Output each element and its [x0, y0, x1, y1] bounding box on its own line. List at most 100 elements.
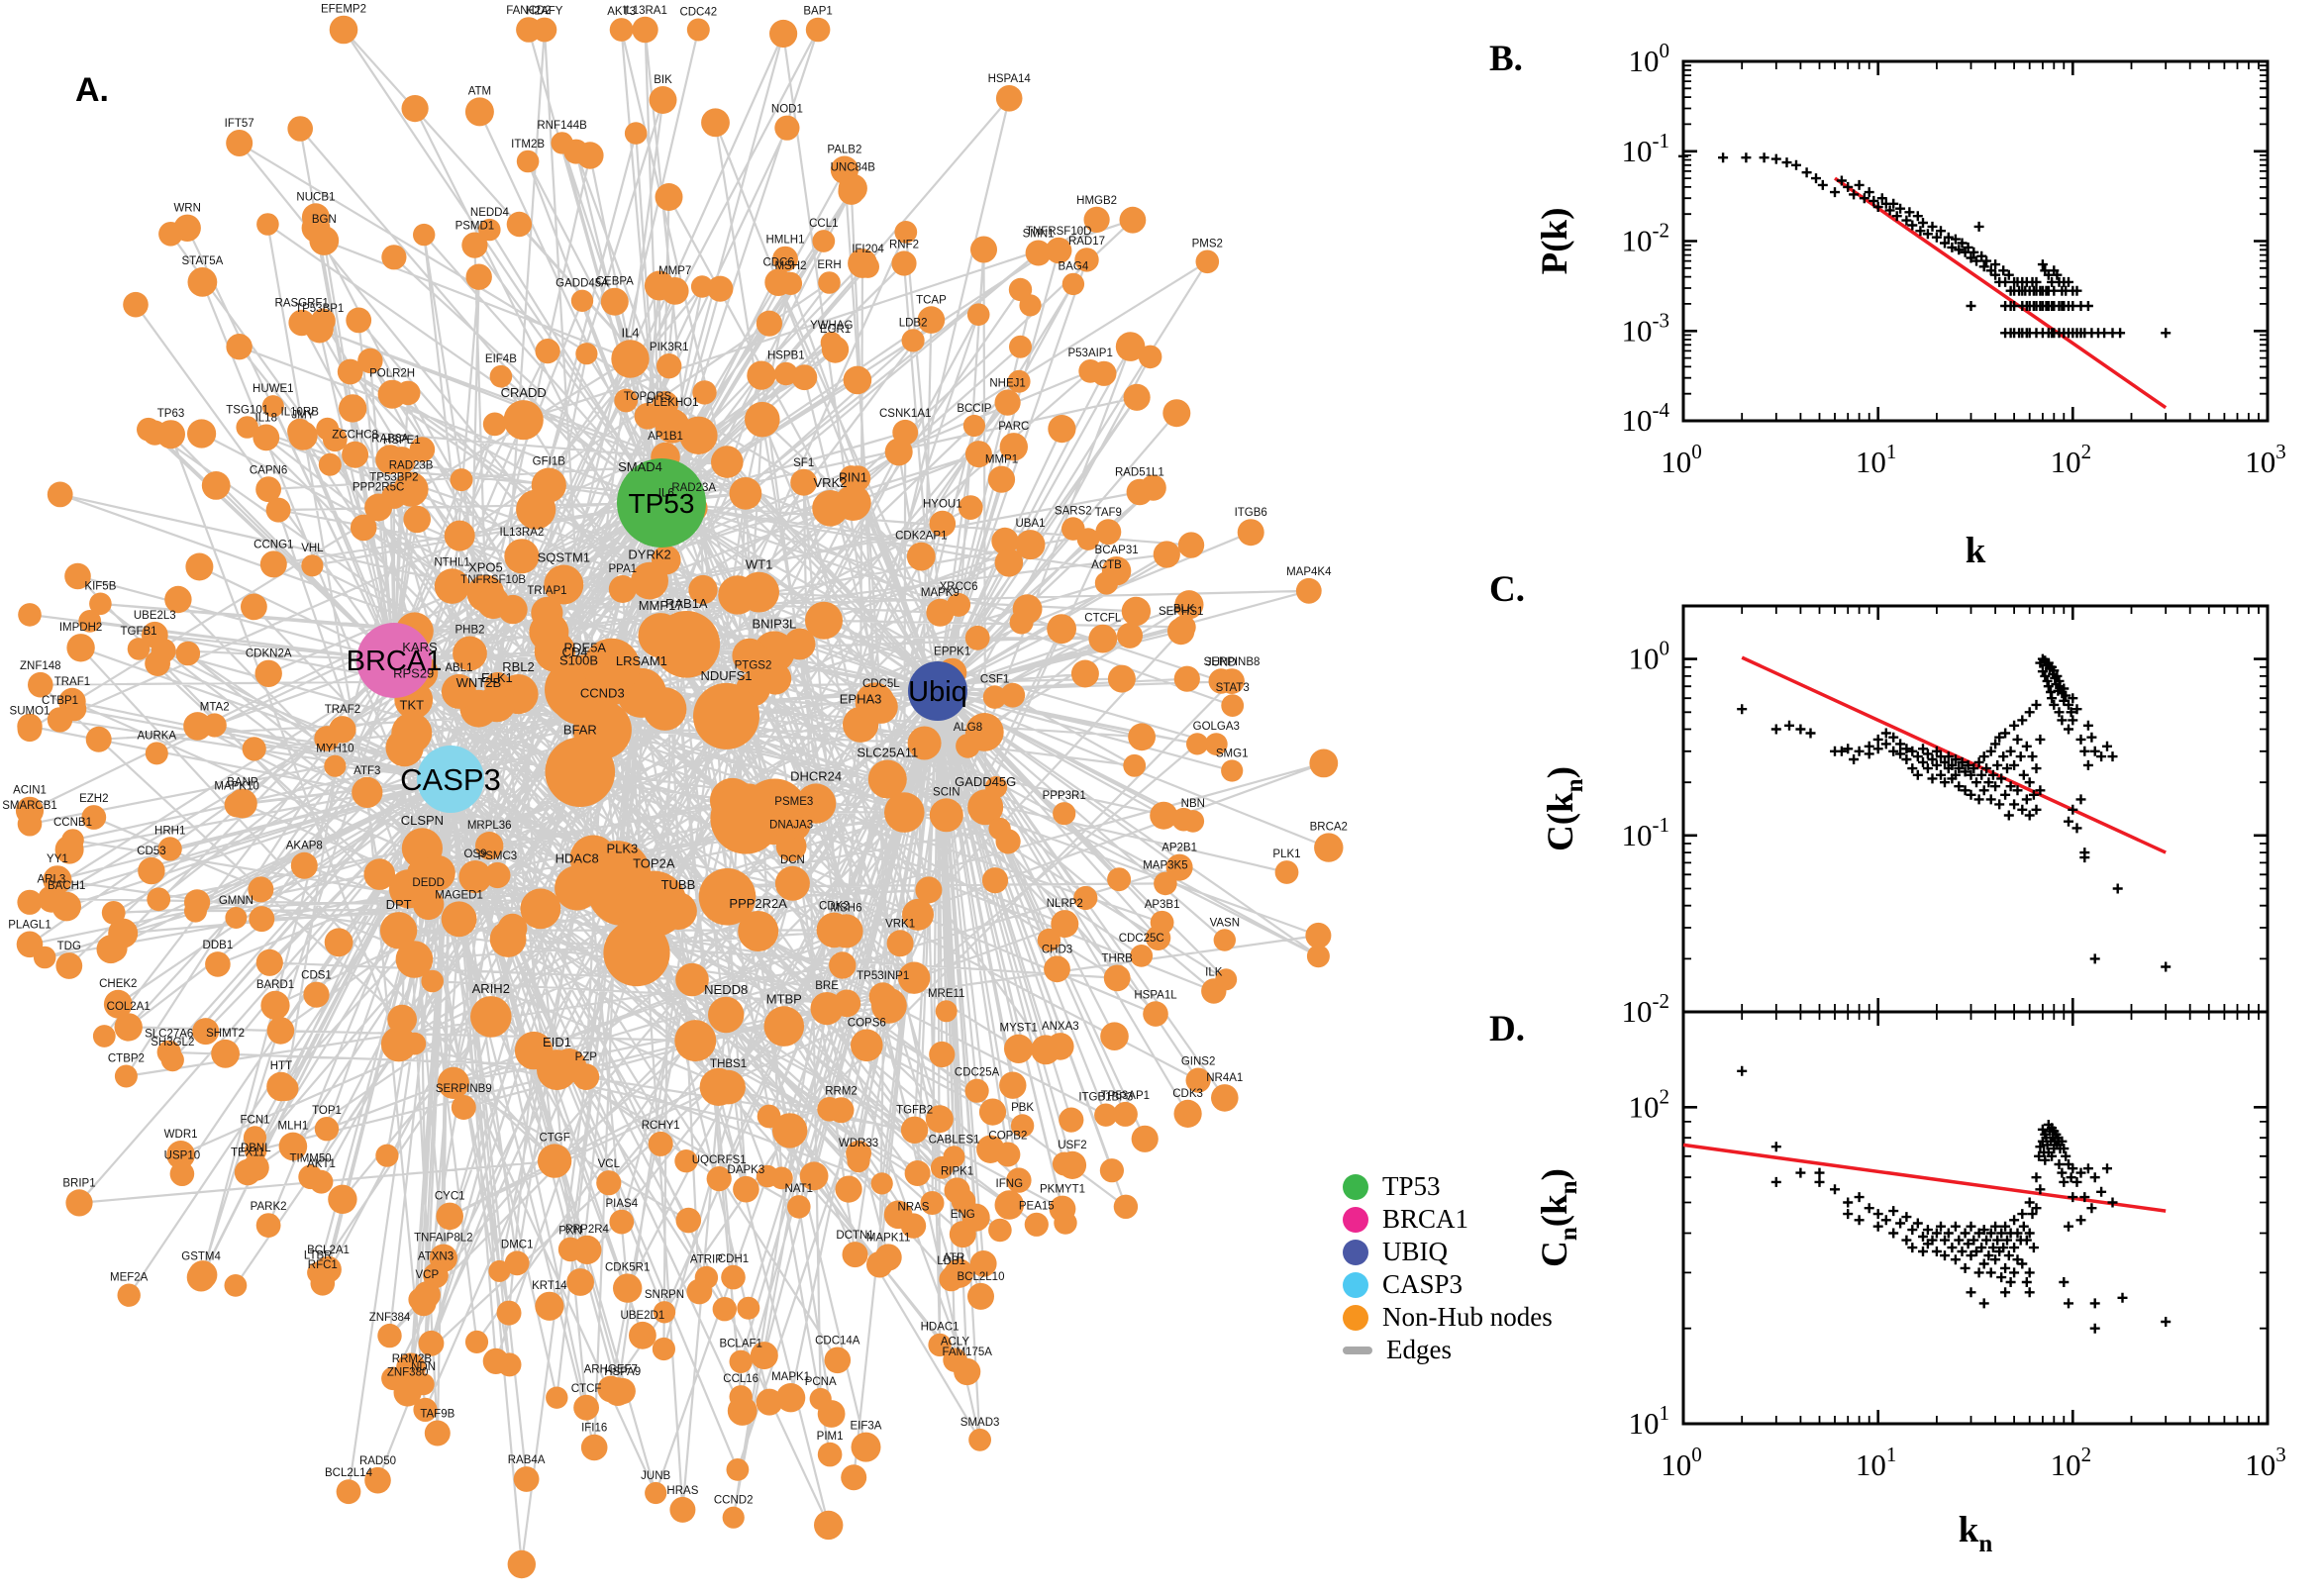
svg-text:ANXA3: ANXA3: [1042, 1021, 1079, 1033]
svg-text:UNC84B: UNC84B: [831, 162, 876, 174]
svg-text:PLAGL1: PLAGL1: [8, 920, 50, 932]
svg-text:HMGB2: HMGB2: [1076, 195, 1117, 207]
svg-text:TP53BP1: TP53BP1: [295, 303, 344, 315]
svg-text:PIM1: PIM1: [817, 1431, 844, 1443]
svg-text:WRN: WRN: [173, 203, 200, 215]
svg-text:CLSPN: CLSPN: [401, 813, 444, 828]
svg-text:NRAS: NRAS: [898, 1201, 930, 1213]
svg-text:TOP1: TOP1: [312, 1105, 342, 1117]
svg-text:CTBP2: CTBP2: [108, 1053, 145, 1065]
svg-text:100: 100: [1629, 39, 1670, 78]
svg-text:102: 102: [1629, 1084, 1670, 1124]
svg-text:CEBPA: CEBPA: [596, 276, 634, 288]
svg-text:ACIN1: ACIN1: [13, 785, 47, 797]
svg-text:RASGRF1: RASGRF1: [275, 298, 329, 310]
svg-text:CDK2: CDK2: [819, 901, 850, 913]
svg-text:10-3: 10-3: [1622, 308, 1670, 348]
hub-label-tp53: TP53: [629, 488, 695, 519]
svg-text:KRT14: KRT14: [532, 1280, 567, 1292]
svg-text:JMY: JMY: [292, 409, 315, 421]
svg-text:KIF5B: KIF5B: [84, 581, 116, 593]
svg-text:TIMM50: TIMM50: [290, 1153, 332, 1165]
svg-text:ARHGEF7: ARHGEF7: [584, 1364, 638, 1376]
svg-text:TAF9: TAF9: [1095, 507, 1122, 519]
svg-text:SUMO1: SUMO1: [10, 705, 50, 717]
svg-text:IFI16: IFI16: [581, 1423, 607, 1435]
svg-text:PLEKHO1: PLEKHO1: [646, 397, 698, 409]
svg-text:CDC5L: CDC5L: [862, 678, 900, 690]
svg-text:BRCA2: BRCA2: [1310, 821, 1348, 833]
svg-text:COL2A1: COL2A1: [107, 1001, 151, 1013]
svg-text:STAT3: STAT3: [1216, 682, 1250, 694]
svg-text:JUND: JUND: [1206, 656, 1237, 668]
svg-text:SF1: SF1: [793, 457, 814, 469]
panel-d-label: D.: [1489, 1009, 1525, 1049]
svg-text:IL4: IL4: [621, 325, 639, 340]
svg-text:PSMC3: PSMC3: [478, 850, 518, 862]
legend-label-ubiq: UBIQ: [1382, 1237, 1448, 1266]
svg-text:PIAS4: PIAS4: [605, 1198, 638, 1210]
svg-text:CABLES1: CABLES1: [929, 1134, 980, 1146]
svg-text:TNFRSF10B: TNFRSF10B: [460, 574, 526, 586]
svg-text:DHCR24: DHCR24: [790, 768, 842, 783]
svg-text:IL18: IL18: [255, 413, 277, 425]
svg-text:CDK2AP1: CDK2AP1: [895, 531, 947, 543]
svg-text:10-4: 10-4: [1622, 398, 1670, 438]
svg-text:TGFB1: TGFB1: [120, 626, 156, 638]
svg-text:MTA2: MTA2: [200, 701, 230, 713]
svg-text:SMN1: SMN1: [1023, 229, 1055, 241]
svg-text:PMS2: PMS2: [1192, 238, 1223, 249]
svg-text:MMP17: MMP17: [639, 598, 683, 613]
svg-text:ZCCHC8: ZCCHC8: [332, 430, 378, 442]
svg-text:VHL: VHL: [301, 543, 324, 554]
svg-text:NUCB1: NUCB1: [296, 191, 335, 203]
svg-text:TSG101: TSG101: [226, 404, 268, 416]
svg-text:GSTM4: GSTM4: [181, 1251, 221, 1263]
svg-text:HSPA9: HSPA9: [604, 1366, 641, 1378]
svg-text:MAPK9: MAPK9: [921, 587, 960, 599]
svg-text:EIF3A: EIF3A: [851, 1421, 882, 1433]
svg-text:MTBP: MTBP: [766, 991, 802, 1006]
hub-label-ubiq: Ubiq: [908, 676, 967, 708]
svg-text:CSNK1A1: CSNK1A1: [879, 408, 931, 420]
svg-text:LDB1: LDB1: [937, 1255, 965, 1267]
svg-text:IMPDH2: IMPDH2: [59, 622, 102, 634]
svg-text:MMP7: MMP7: [658, 265, 691, 277]
svg-text:ATR: ATR: [943, 1252, 964, 1264]
svg-text:SHMT2: SHMT2: [206, 1028, 245, 1040]
svg-text:RFC1: RFC1: [308, 1259, 338, 1271]
network-edges: [29, 29, 1330, 1565]
svg-text:CDS1: CDS1: [301, 970, 332, 982]
svg-text:CTCFL: CTCFL: [1084, 613, 1122, 625]
svg-text:RAD50: RAD50: [359, 1455, 396, 1467]
svg-text:USP10: USP10: [164, 1149, 200, 1161]
svg-text:TRIAP1: TRIAP1: [527, 585, 566, 597]
svg-text:AP3B1: AP3B1: [1145, 899, 1180, 911]
svg-text:CTCF: CTCF: [571, 1383, 602, 1395]
svg-text:RNF144B: RNF144B: [537, 120, 587, 132]
svg-text:EPHA3: EPHA3: [840, 692, 882, 707]
svg-text:PLK3: PLK3: [606, 842, 638, 856]
svg-text:HDAC1: HDAC1: [921, 1322, 960, 1334]
svg-text:10-1: 10-1: [1622, 129, 1670, 168]
svg-text:ZNF384: ZNF384: [369, 1312, 411, 1324]
svg-text:POLR2H: POLR2H: [369, 368, 415, 380]
legend-item-edges: Edges: [1343, 1334, 1553, 1366]
svg-text:MAPK10: MAPK10: [214, 780, 258, 792]
hub-node-ubiq: [908, 661, 967, 721]
svg-text:CD53: CD53: [137, 846, 165, 857]
svg-text:YY1: YY1: [47, 853, 68, 865]
svg-text:ATXN3: ATXN3: [418, 1251, 454, 1263]
svg-text:ENG: ENG: [951, 1209, 975, 1221]
svg-text:PCNA: PCNA: [805, 1376, 837, 1388]
svg-text:MAP4K4: MAP4K4: [1286, 566, 1332, 578]
svg-text:AP2B1: AP2B1: [1162, 843, 1197, 854]
svg-text:COPS6: COPS6: [848, 1018, 886, 1030]
svg-text:IL13RA1: IL13RA1: [623, 5, 667, 17]
svg-text:RAB4A: RAB4A: [508, 1454, 546, 1466]
svg-text:RRM2B: RRM2B: [392, 1353, 433, 1365]
svg-text:TNFRSF10D: TNFRSF10D: [1026, 226, 1091, 238]
svg-text:CTBP1: CTBP1: [42, 695, 78, 707]
svg-text:BAG4: BAG4: [1059, 261, 1089, 273]
